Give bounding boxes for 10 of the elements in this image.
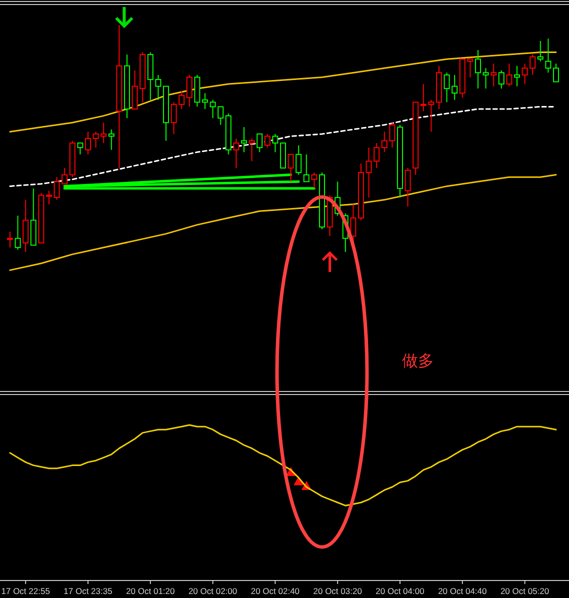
x-tick-label: 20 Oct 04:40 — [438, 586, 488, 596]
x-tick-label: 20 Oct 01:20 — [126, 586, 176, 596]
x-tick-label: 20 Oct 02:40 — [250, 586, 300, 596]
x-tick-label: 20 Oct 05:20 — [500, 586, 550, 596]
x-tick-label: 17 Oct 22:55 — [1, 586, 50, 596]
x-tick-label: 20 Oct 03:20 — [313, 586, 362, 596]
x-tick-label: 17 Oct 23:35 — [64, 586, 113, 596]
x-tick-label: 20 Oct 02:00 — [188, 586, 238, 596]
text: 做多 — [402, 352, 434, 370]
x-tick-label: 20 Oct 04:00 — [376, 586, 425, 596]
